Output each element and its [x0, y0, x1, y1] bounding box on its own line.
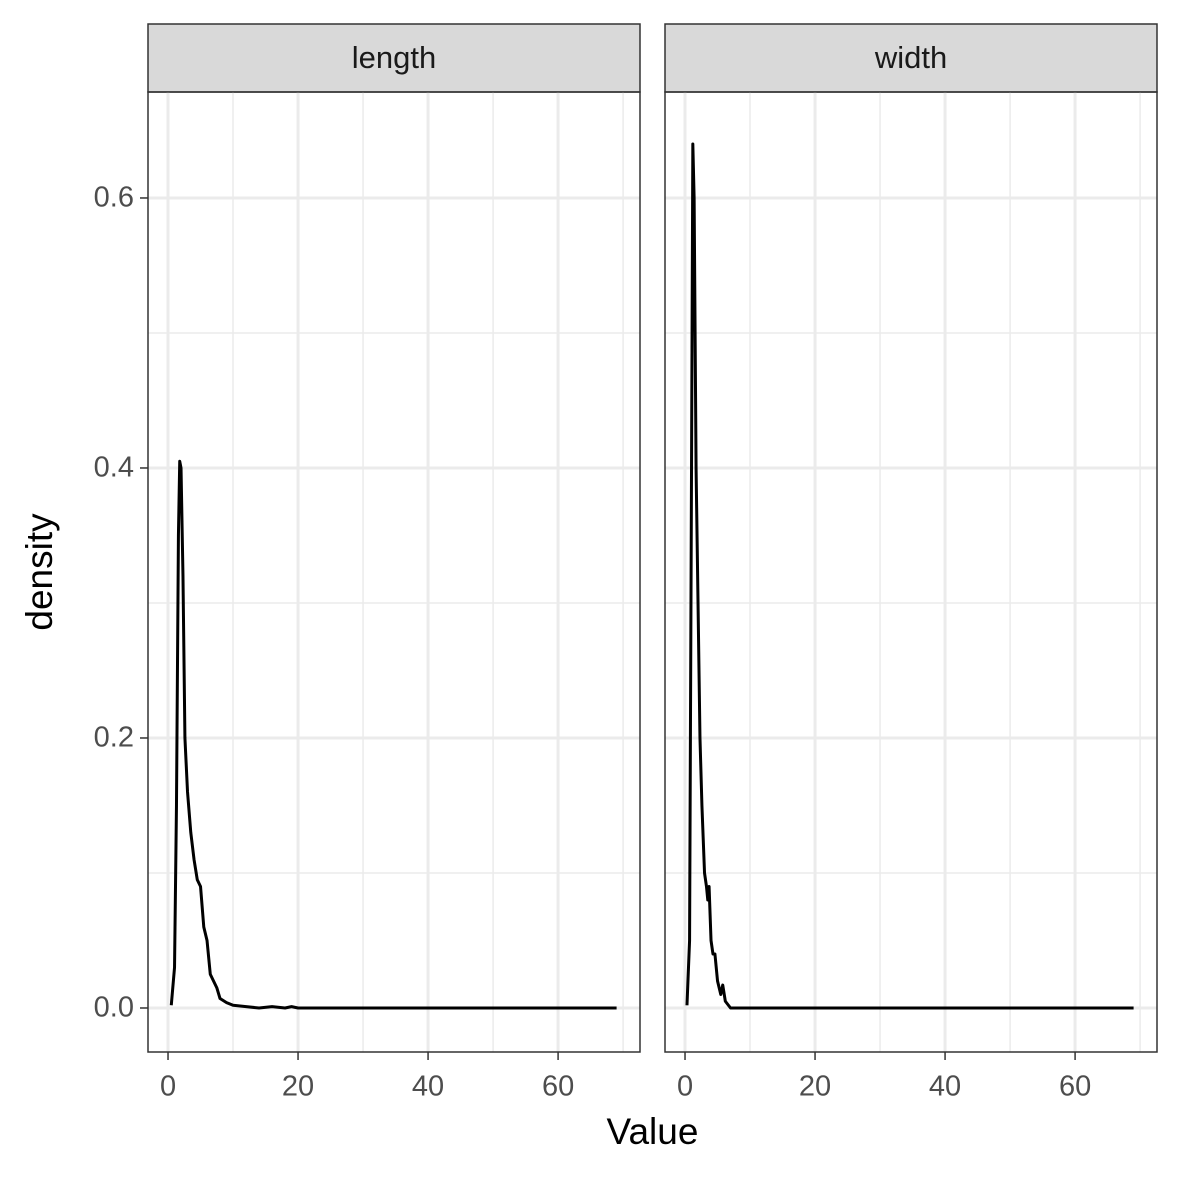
y-tick-label: 0.4 — [94, 452, 134, 484]
y-tick-label: 0.2 — [94, 722, 134, 754]
y-tick-label: 0.0 — [94, 992, 134, 1024]
y-axis-title: density — [19, 513, 60, 631]
strip — [147, 23, 641, 93]
x-tick-label: 60 — [1059, 1071, 1091, 1103]
density-line — [169, 459, 617, 1010]
x-axis-title: Value — [607, 1111, 699, 1152]
x-tick-label: 0 — [160, 1071, 176, 1103]
x-tick-label: 40 — [412, 1071, 444, 1103]
strip — [664, 23, 1158, 93]
x-tick-label: 0 — [677, 1071, 693, 1103]
x-tick-label: 20 — [799, 1071, 831, 1103]
x-tick-label: 20 — [282, 1071, 314, 1103]
strip-label: length — [352, 40, 436, 75]
x-tick-label: 40 — [929, 1071, 961, 1103]
panel-border — [147, 91, 641, 1053]
panel-border — [664, 91, 1158, 1053]
x-tick-label: 60 — [542, 1071, 574, 1103]
strip-label: width — [874, 40, 947, 75]
y-tick-label: 0.6 — [94, 182, 134, 214]
density-line — [685, 142, 1134, 1010]
